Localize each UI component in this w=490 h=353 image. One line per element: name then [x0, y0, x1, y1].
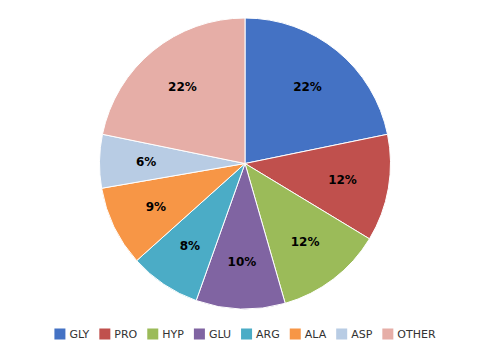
data-label: 10%	[228, 255, 257, 269]
legend-swatch	[194, 329, 205, 340]
legend-swatch	[54, 329, 65, 340]
legend-swatch	[147, 329, 158, 340]
data-label: 9%	[146, 200, 166, 214]
legend-swatch	[241, 329, 252, 340]
legend-swatch	[336, 329, 347, 340]
legend-swatch	[290, 329, 301, 340]
data-label: 22%	[168, 80, 197, 94]
legend-item: OTHER	[382, 328, 436, 341]
legend-item: PRO	[99, 328, 137, 341]
legend-item: GLY	[54, 328, 89, 341]
legend-item: ASP	[336, 328, 373, 341]
legend-item: ALA	[290, 328, 327, 341]
data-label: 22%	[293, 80, 322, 94]
legend: GLY PRO HYP GLU ARG ALA ASP OTHER	[54, 328, 436, 341]
chart-container: 22% 12% 12% 10% 8% 9% 6% 22% GLY PRO HYP GLU ARG ALA A…	[0, 0, 490, 353]
legend-label: ASP	[351, 328, 373, 341]
legend-label: PRO	[114, 328, 137, 341]
data-label: 12%	[328, 173, 357, 187]
chart: 22% 12% 12% 10% 8% 9% 6% 22% GLY PRO HYP GLU ARG ALA A…	[0, 0, 490, 353]
legend-label: HYP	[162, 328, 184, 341]
legend-swatch	[99, 329, 110, 340]
pie-slice	[102, 18, 245, 164]
legend-item: ARG	[241, 328, 280, 341]
legend-label: GLY	[69, 328, 89, 341]
data-label: 12%	[291, 235, 320, 249]
legend-label: OTHER	[397, 328, 436, 341]
slices	[100, 18, 391, 309]
data-labels: 22% 12% 12% 10% 8% 9% 6% 22%	[136, 80, 357, 270]
legend-label: ARG	[256, 328, 280, 341]
legend-label: GLU	[209, 328, 231, 341]
data-label: 8%	[180, 239, 200, 253]
data-label: 6%	[136, 155, 156, 169]
legend-item: GLU	[194, 328, 231, 341]
legend-label: ALA	[305, 328, 327, 341]
legend-swatch	[382, 329, 393, 340]
legend-item: HYP	[147, 328, 184, 341]
